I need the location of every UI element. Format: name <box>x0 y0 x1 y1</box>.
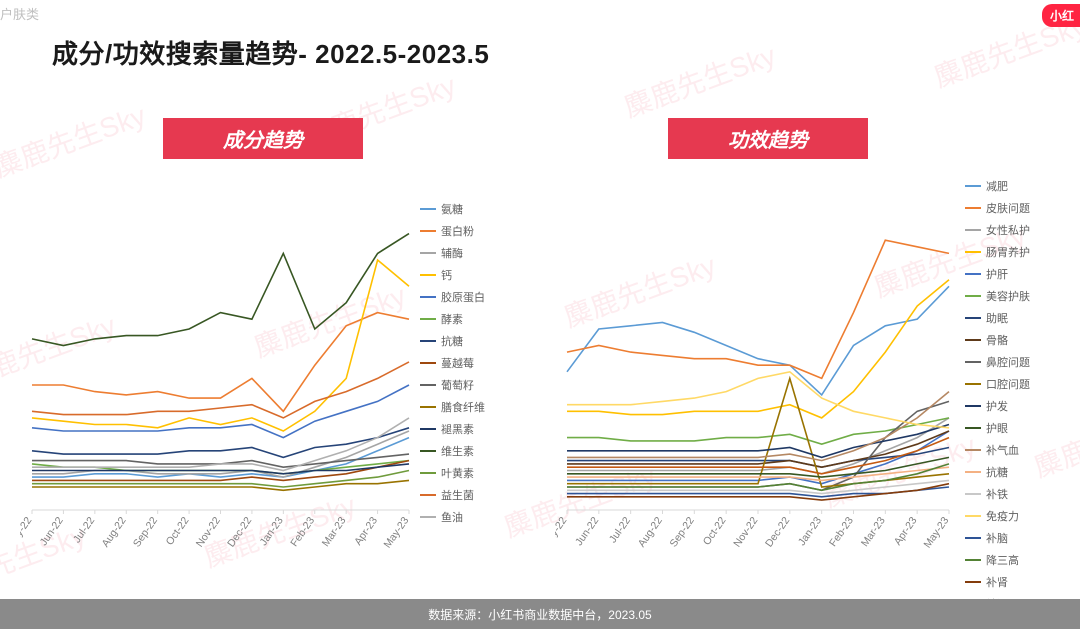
legend-ingredient: 氨糖蛋白粉辅酶钙胶原蛋白酵素抗糖蔓越莓葡萄籽膳食纤维褪黑素维生素叶黄素益生菌鱼油 <box>420 198 485 528</box>
series-line <box>32 313 409 412</box>
svg-text:May-22: May-22 <box>20 515 35 551</box>
footer-source: 数据来源：小红书商业数据中台，2023.05 <box>0 599 1080 629</box>
legend-item: 褪黑素 <box>420 418 485 440</box>
svg-text:Oct-22: Oct-22 <box>164 515 192 548</box>
legend-item: 补肾 <box>965 571 1030 593</box>
svg-text:Dec-22: Dec-22 <box>763 515 792 550</box>
svg-text:Dec-22: Dec-22 <box>225 515 254 550</box>
svg-text:Jun-22: Jun-22 <box>573 515 601 548</box>
legend-effect: 减肥皮肤问题女性私护肠胃养护护肝美容护肤助眠骨骼鼻腔问题口腔问题护发护眼补气血抗… <box>965 175 1030 615</box>
legend-item: 助眠 <box>965 307 1030 329</box>
svg-text:Feb-23: Feb-23 <box>288 515 317 549</box>
legend-item: 抗糖 <box>420 330 485 352</box>
series-line <box>32 480 409 490</box>
legend-item: 护肝 <box>965 263 1030 285</box>
svg-text:Mar-23: Mar-23 <box>320 515 349 549</box>
series-line <box>32 385 409 438</box>
svg-text:Jul-22: Jul-22 <box>607 515 633 545</box>
svg-text:May-22: May-22 <box>555 515 570 551</box>
legend-item: 益生菌 <box>420 484 485 506</box>
svg-text:May-23: May-23 <box>922 515 952 551</box>
legend-item: 膳食纤维 <box>420 396 485 418</box>
svg-text:Aug-22: Aug-22 <box>99 515 128 550</box>
series-line <box>567 280 949 418</box>
legend-item: 骨骼 <box>965 329 1030 351</box>
legend-item: 补脑 <box>965 527 1030 549</box>
legend-item: 护眼 <box>965 417 1030 439</box>
brand-badge: 小红 <box>1042 4 1080 27</box>
legend-item: 补铁 <box>965 483 1030 505</box>
legend-item: 降三高 <box>965 549 1030 571</box>
svg-text:Apr-23: Apr-23 <box>352 515 380 548</box>
svg-text:Sep-22: Sep-22 <box>668 515 697 550</box>
series-line <box>567 240 949 378</box>
series-line <box>567 418 949 474</box>
svg-text:Mar-23: Mar-23 <box>859 515 888 549</box>
svg-text:Nov-22: Nov-22 <box>731 515 760 550</box>
legend-item: 辅酶 <box>420 242 485 264</box>
legend-item: 鱼油 <box>420 506 485 528</box>
svg-text:Aug-22: Aug-22 <box>636 515 665 550</box>
series-line <box>32 260 409 431</box>
series-line <box>567 487 949 497</box>
legend-item: 口腔问题 <box>965 373 1030 395</box>
svg-text:Jun-22: Jun-22 <box>38 515 66 548</box>
svg-text:Nov-22: Nov-22 <box>194 515 223 550</box>
series-line <box>32 234 409 346</box>
legend-item: 叶黄素 <box>420 462 485 484</box>
svg-text:Oct-22: Oct-22 <box>701 515 729 548</box>
svg-text:Jul-22: Jul-22 <box>71 515 97 545</box>
svg-text:Apr-23: Apr-23 <box>892 515 920 548</box>
subtitle-effect-trend: 功效趋势 <box>668 118 868 159</box>
svg-text:Feb-23: Feb-23 <box>827 515 856 549</box>
legend-item: 减肥 <box>965 175 1030 197</box>
legend-item: 氨糖 <box>420 198 485 220</box>
svg-text:Sep-22: Sep-22 <box>131 515 160 550</box>
series-line <box>32 454 409 467</box>
svg-text:Jan-23: Jan-23 <box>258 515 286 548</box>
legend-item: 护发 <box>965 395 1030 417</box>
legend-item: 美容护肤 <box>965 285 1030 307</box>
legend-item: 免疫力 <box>965 505 1030 527</box>
legend-item: 抗糖 <box>965 461 1030 483</box>
page-title: 成分/功效搜索量趋势- 2022.5-2023.5 <box>52 34 489 71</box>
legend-item: 女性私护 <box>965 219 1030 241</box>
legend-item: 胶原蛋白 <box>420 286 485 308</box>
legend-item: 酵素 <box>420 308 485 330</box>
svg-text:May-23: May-23 <box>382 515 412 551</box>
legend-item: 皮肤问题 <box>965 197 1030 219</box>
top-category-tag: 户肤类 <box>0 4 39 23</box>
legend-item: 补气血 <box>965 439 1030 461</box>
subtitle-ingredient-trend: 成分趋势 <box>163 118 363 159</box>
legend-item: 蛋白粉 <box>420 220 485 242</box>
legend-item: 鼻腔问题 <box>965 351 1030 373</box>
series-line <box>32 428 409 458</box>
legend-item: 葡萄籽 <box>420 374 485 396</box>
legend-item: 蔓越莓 <box>420 352 485 374</box>
legend-item: 肠胃养护 <box>965 241 1030 263</box>
legend-item: 维生素 <box>420 440 485 462</box>
series-line <box>567 372 949 428</box>
svg-text:Jan-23: Jan-23 <box>796 515 824 548</box>
legend-item: 钙 <box>420 264 485 286</box>
series-line <box>32 418 409 471</box>
